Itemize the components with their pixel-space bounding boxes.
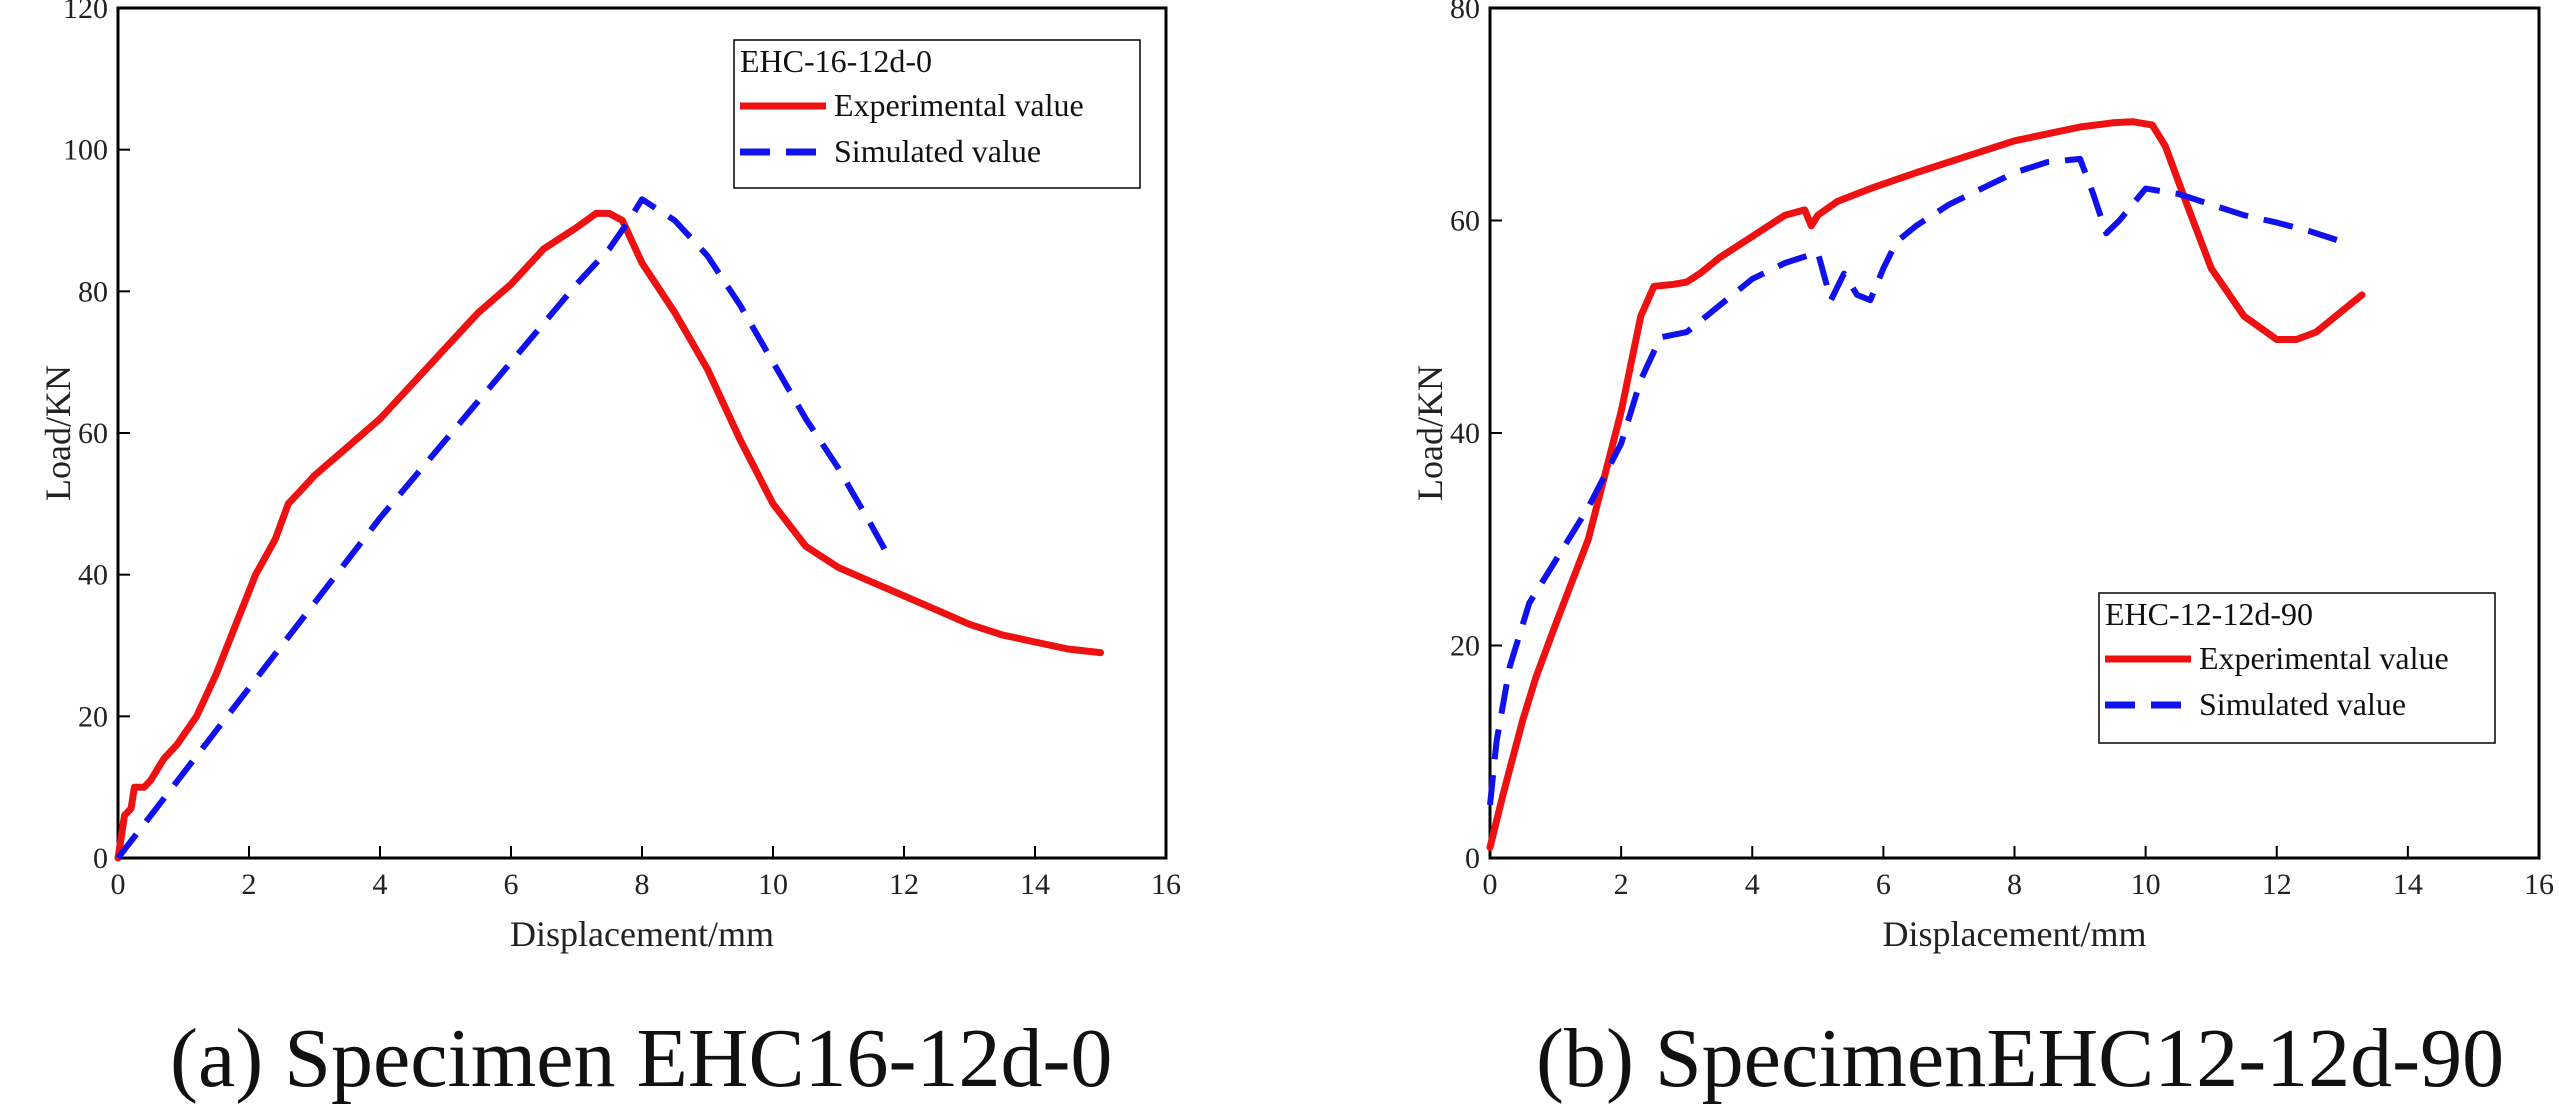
chart-a-y-tick-label: 100: [63, 134, 108, 167]
chart-b-legend-title: EHC-12-12d-90: [2105, 596, 2313, 632]
chart-b-x-tick-label: 0: [1483, 868, 1498, 901]
chart-b-x-tick-label: 12: [2262, 868, 2292, 901]
chart-a-x-tick-label: 12: [889, 868, 919, 901]
chart-a-legend-entry: Experimental value: [834, 87, 1084, 123]
chart-b-y-tick-label: 60: [1450, 205, 1480, 238]
chart-b-svg: 0 2 4 6 8 10 12 14 16 0 20 40 60 80 Displacement/mm Loa…: [1410, 0, 2554, 954]
chart-a-series-simulated-line: [115, 196, 894, 860]
chart-b-legend: EHC-12-12d-90 Experimental value Simulated…: [2098, 592, 2496, 744]
chart-b-x-axis-title: Displacement/mm: [1883, 914, 2147, 954]
chart-b-series-experimental-line: [1486, 118, 2366, 851]
chart-a-y-tick-label: 120: [63, 0, 108, 25]
chart-b-y-tick-label: 20: [1450, 630, 1480, 663]
caption-a: (a) Specimen EHC16-12d-0: [170, 1012, 1113, 1105]
chart-a-x-axis-title: Displacement/mm: [510, 914, 774, 954]
chart-b-y-tick-label: 80: [1450, 0, 1480, 25]
chart-b-x-tick-label: 8: [2007, 868, 2022, 901]
chart-a-y-tick-label: 0: [93, 842, 108, 875]
chart-a-svg: 0 2 4 6 8 10 12 14 16 0 20 40 60 80 100 120 Displacement…: [38, 0, 1181, 954]
chart-a-series-experimental-line: [114, 209, 1104, 862]
chart-b-x-tick-label: 4: [1745, 868, 1760, 901]
chart-b-x-tick-label: 16: [2524, 868, 2554, 901]
chart-a-x-tick-label: 6: [504, 868, 519, 901]
chart-b-y-tick-label: 40: [1450, 417, 1480, 450]
chart-a-x-tick-label: 16: [1151, 868, 1181, 901]
chart-a-y-tick-label: 40: [78, 559, 108, 592]
chart-b-x-tick-label: 2: [1614, 868, 1629, 901]
chart-a-x-tick-label: 10: [758, 868, 788, 901]
chart-a-x-tick-label: 4: [373, 868, 388, 901]
chart-b-y-axis-title: Load/KN: [1410, 365, 1450, 501]
chart-b-x-tick-label: 10: [2131, 868, 2161, 901]
chart-b-x-tick-label: 14: [2393, 868, 2423, 901]
chart-b-legend-box: [2098, 592, 2496, 744]
chart-b-y-tick-label: 0: [1465, 842, 1480, 875]
chart-a-x-tick-label: 2: [242, 868, 257, 901]
chart-panel-a: 0 2 4 6 8 10 12 14 16 0 20 40 60 80 100 120 Displacement…: [38, 0, 1181, 1105]
chart-a-x-tick-label: 14: [1020, 868, 1050, 901]
chart-panel-b: 0 2 4 6 8 10 12 14 16 0 20 40 60 80 Displacement/mm Loa…: [1280, 0, 2559, 1116]
chart-a-legend: EHC-16-12d-0 Experimental value Simulated …: [733, 39, 1141, 189]
chart-a-legend-box: [733, 39, 1141, 189]
chart-b-series-simulated-line: [1487, 155, 2344, 806]
chart-a-y-tick-label: 20: [78, 700, 108, 733]
caption-b: (b) SpecimenEHC12-12d-90: [1536, 1012, 2505, 1105]
chart-b-x-tick-label: 6: [1876, 868, 1891, 901]
chart-a-legend-title: EHC-16-12d-0: [740, 43, 932, 79]
chart-a-x-tick-label: 8: [635, 868, 650, 901]
chart-b-legend-entry: Simulated value: [2199, 686, 2406, 722]
chart-a-y-tick-label: 60: [78, 417, 108, 450]
chart-a-y-tick-label: 80: [78, 275, 108, 308]
chart-a-y-axis-title: Load/KN: [38, 365, 78, 501]
chart-a-x-tick-label: 0: [111, 868, 126, 901]
chart-b-legend-entry: Experimental value: [2199, 640, 2449, 676]
chart-a-legend-entry: Simulated value: [834, 133, 1041, 169]
